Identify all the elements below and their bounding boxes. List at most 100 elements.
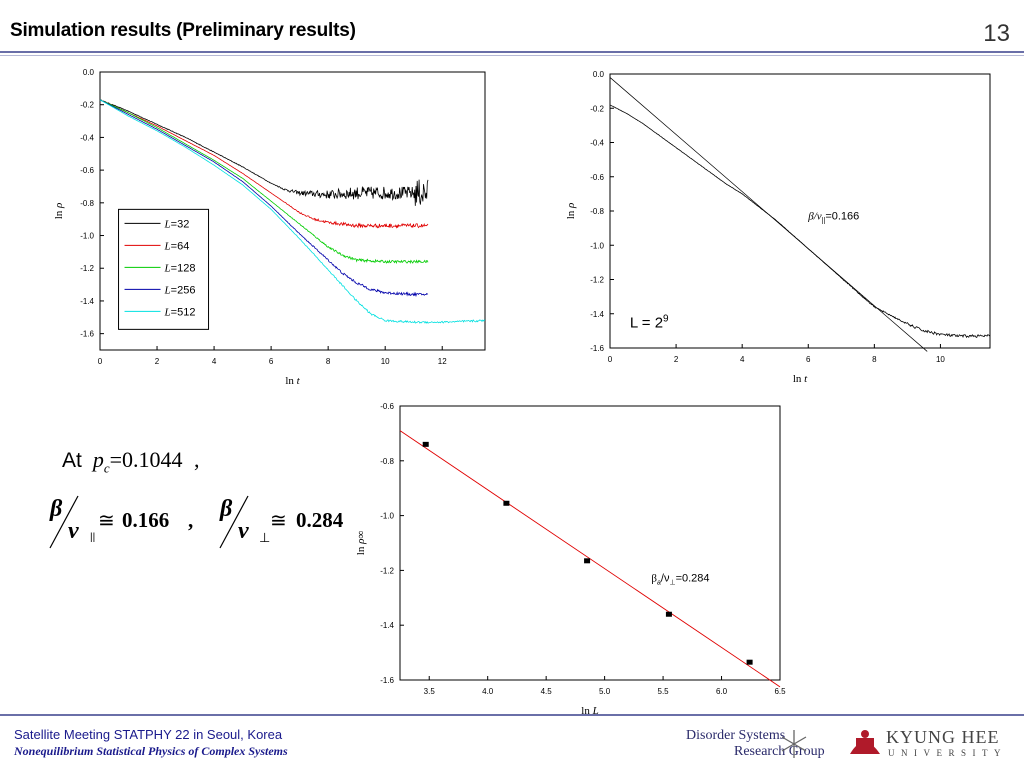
chart0-y-tick-label: -1.0 bbox=[80, 232, 94, 241]
chart1-y-tick-label: -0.8 bbox=[590, 207, 604, 216]
chart1-y-tick-label: -1.2 bbox=[590, 276, 604, 285]
beta-symbol-2: β bbox=[220, 496, 233, 522]
chart0-series-L512-line bbox=[99, 99, 486, 324]
critical-point-text: At pc=0.1044 , bbox=[62, 447, 200, 476]
chart0-x-tick-label: 2 bbox=[155, 357, 160, 366]
approx-sign: ≅ bbox=[98, 510, 115, 532]
chart2-y-tick-label: -1.6 bbox=[380, 676, 394, 685]
chart1-data-line bbox=[609, 104, 991, 339]
chart0-legend-label: L=64 bbox=[164, 240, 190, 252]
ratio-separator: , bbox=[188, 508, 194, 532]
chart2-x-tick-label: 4.0 bbox=[482, 687, 494, 696]
chart1-y-tick-label: -0.2 bbox=[590, 104, 604, 113]
chart0-x-tick-label: 10 bbox=[381, 357, 390, 366]
top-rule bbox=[0, 51, 1024, 53]
chart0-plot-frame bbox=[99, 71, 486, 351]
dsrg-logo: Disorder Systems Research Group bbox=[686, 728, 825, 759]
chart0-y-tick-label: -1.4 bbox=[80, 297, 94, 306]
khu-emblem-icon bbox=[850, 730, 880, 754]
fraction-slash-2 bbox=[219, 495, 249, 549]
khu-logo-line1: KYUNG HEE bbox=[886, 727, 999, 747]
page-number: 13 bbox=[983, 20, 1010, 47]
chart1-system-size-label: L = 29 bbox=[630, 313, 669, 331]
chart2-data-point bbox=[422, 441, 429, 447]
chart2-data-point bbox=[584, 558, 591, 564]
chart1-y-tick-label: -1.4 bbox=[590, 310, 604, 319]
chart0-series-L128-line bbox=[99, 99, 429, 265]
chart0-y-tick-label: -1.2 bbox=[80, 264, 94, 273]
chart1-x-tick-label: 4 bbox=[740, 355, 745, 364]
chart0-legend-label: L=128 bbox=[164, 262, 196, 274]
chart0-legend-label: L=32 bbox=[164, 218, 190, 230]
chart-rho-vs-t-various-L: 0 2 4 6 8 10 12 0.0 -0.2 -0.4 -0.6 -0.8 -1.0 -1.2 -1.4… bbox=[53, 68, 486, 387]
ratio1-value: 0.166 bbox=[122, 508, 170, 532]
chart2-data-point bbox=[746, 659, 753, 665]
chart1-plot-frame bbox=[609, 73, 991, 349]
chart2-y-tick-label: -0.6 bbox=[380, 402, 394, 411]
bottom-rule bbox=[0, 714, 1024, 716]
chart0-y-tick-label: -1.6 bbox=[80, 330, 94, 339]
chart2-y-tick-label: -1.0 bbox=[380, 512, 394, 521]
chart0-x-tick-label: 6 bbox=[269, 357, 274, 366]
chart0-series-L32-line bbox=[99, 99, 429, 206]
chart0-y-tick-label: -0.4 bbox=[80, 133, 94, 142]
chart2-data-point bbox=[503, 500, 510, 506]
chart0-x-tick-label: 0 bbox=[98, 357, 103, 366]
slide-title: Simulation results (Preliminary results) bbox=[10, 20, 356, 41]
khu-logo-line2: UNIVERSITY bbox=[888, 748, 1007, 758]
chart1-y-tick-label: -1.0 bbox=[590, 241, 604, 250]
chart1-x-tick-label: 8 bbox=[872, 355, 877, 364]
top-rule-thin bbox=[0, 55, 1024, 56]
fraction-slash bbox=[49, 495, 79, 549]
approx-sign-2: ≅ bbox=[270, 510, 287, 532]
chart0-legend-box bbox=[118, 208, 210, 330]
nu-symbol-2: ν bbox=[238, 518, 249, 544]
chart1-x-tick-label: 2 bbox=[674, 355, 679, 364]
pc-symbol: p bbox=[92, 447, 104, 472]
chart-rho-inf-vs-lnL: 3.5 4.0 4.5 5.0 5.5 6.0 6.5 -0.6 -0.8 -1.0 -1.2 -1.… bbox=[355, 402, 786, 717]
pc-subscript: c bbox=[103, 460, 110, 476]
chart2-x-tick-label: 6.0 bbox=[716, 687, 728, 696]
chart0-y-tick-label: -0.8 bbox=[80, 199, 94, 208]
pc-comma: , bbox=[194, 447, 200, 472]
chart2-x-tick-label: 5.5 bbox=[658, 687, 670, 696]
chart0-y-tick-label: 0.0 bbox=[83, 68, 95, 77]
chart1-y-tick-label: -1.6 bbox=[590, 344, 604, 353]
chart1-y-tick-label: -0.6 bbox=[590, 173, 604, 182]
ratio-equation-perp: β ν ⊥ ≅ 0.284 bbox=[212, 494, 362, 554]
beta-symbol: β bbox=[50, 496, 63, 522]
pc-value: =0.1044 bbox=[109, 447, 183, 472]
chart2-x-tick-label: 4.5 bbox=[541, 687, 553, 696]
chart1-x-axis-label: ln t bbox=[793, 373, 808, 385]
chart2-x-tick-label: 5.0 bbox=[599, 687, 611, 696]
footer-subtitle: Nonequilibrium Statistical Physics of Co… bbox=[14, 744, 288, 758]
par-subscript: || bbox=[90, 532, 96, 543]
at-label: At bbox=[62, 449, 82, 472]
chart2-x-tick-label: 3.5 bbox=[424, 687, 436, 696]
chart1-x-tick-label: 0 bbox=[608, 355, 613, 364]
chart1-fit-line bbox=[609, 77, 928, 352]
chart1-x-tick-label: 10 bbox=[936, 355, 945, 364]
chart1-y-tick-label: 0.0 bbox=[593, 70, 605, 79]
ratio-equation-par: β ν || ≅ 0.166 , bbox=[42, 494, 212, 554]
chart2-x-axis-label: ln L bbox=[581, 705, 598, 717]
chart-rho-vs-t-L512: 0 2 4 6 8 10 0.0 -0.2 -0.4 -0.6 -0.8 -1.0 -1.2 -1.4 -1… bbox=[565, 70, 991, 385]
chart1-legend: L=32 L=64 L=128 L=256 L=512 bbox=[118, 208, 210, 330]
chart0-x-tick-label: 12 bbox=[438, 357, 447, 366]
nu-symbol: ν bbox=[68, 518, 79, 544]
chart2-y-axis-label: ln ρ∞ bbox=[355, 531, 367, 556]
chart2-data-point bbox=[665, 611, 672, 617]
chart0-legend-label: L=256 bbox=[164, 284, 196, 296]
dsrg-logo-line1: Disorder Systems bbox=[686, 728, 785, 743]
chart0-x-axis-label: ln t bbox=[285, 375, 300, 387]
chart2-slope-annotation: βa/ν⊥=0.284 bbox=[651, 572, 709, 586]
chart2-y-tick-label: -1.4 bbox=[380, 621, 394, 630]
chart0-series-L256-line bbox=[99, 99, 429, 298]
chart1-x-tick-label: 6 bbox=[806, 355, 811, 364]
chart0-x-tick-label: 8 bbox=[326, 357, 331, 366]
chart2-plot-frame bbox=[399, 405, 781, 681]
chart1-y-tick-label: -0.4 bbox=[590, 139, 604, 148]
chart2-y-tick-label: -1.2 bbox=[380, 566, 394, 575]
chart0-y-axis-label: ln ρ bbox=[53, 203, 65, 220]
chart0-y-tick-label: -0.6 bbox=[80, 166, 94, 175]
